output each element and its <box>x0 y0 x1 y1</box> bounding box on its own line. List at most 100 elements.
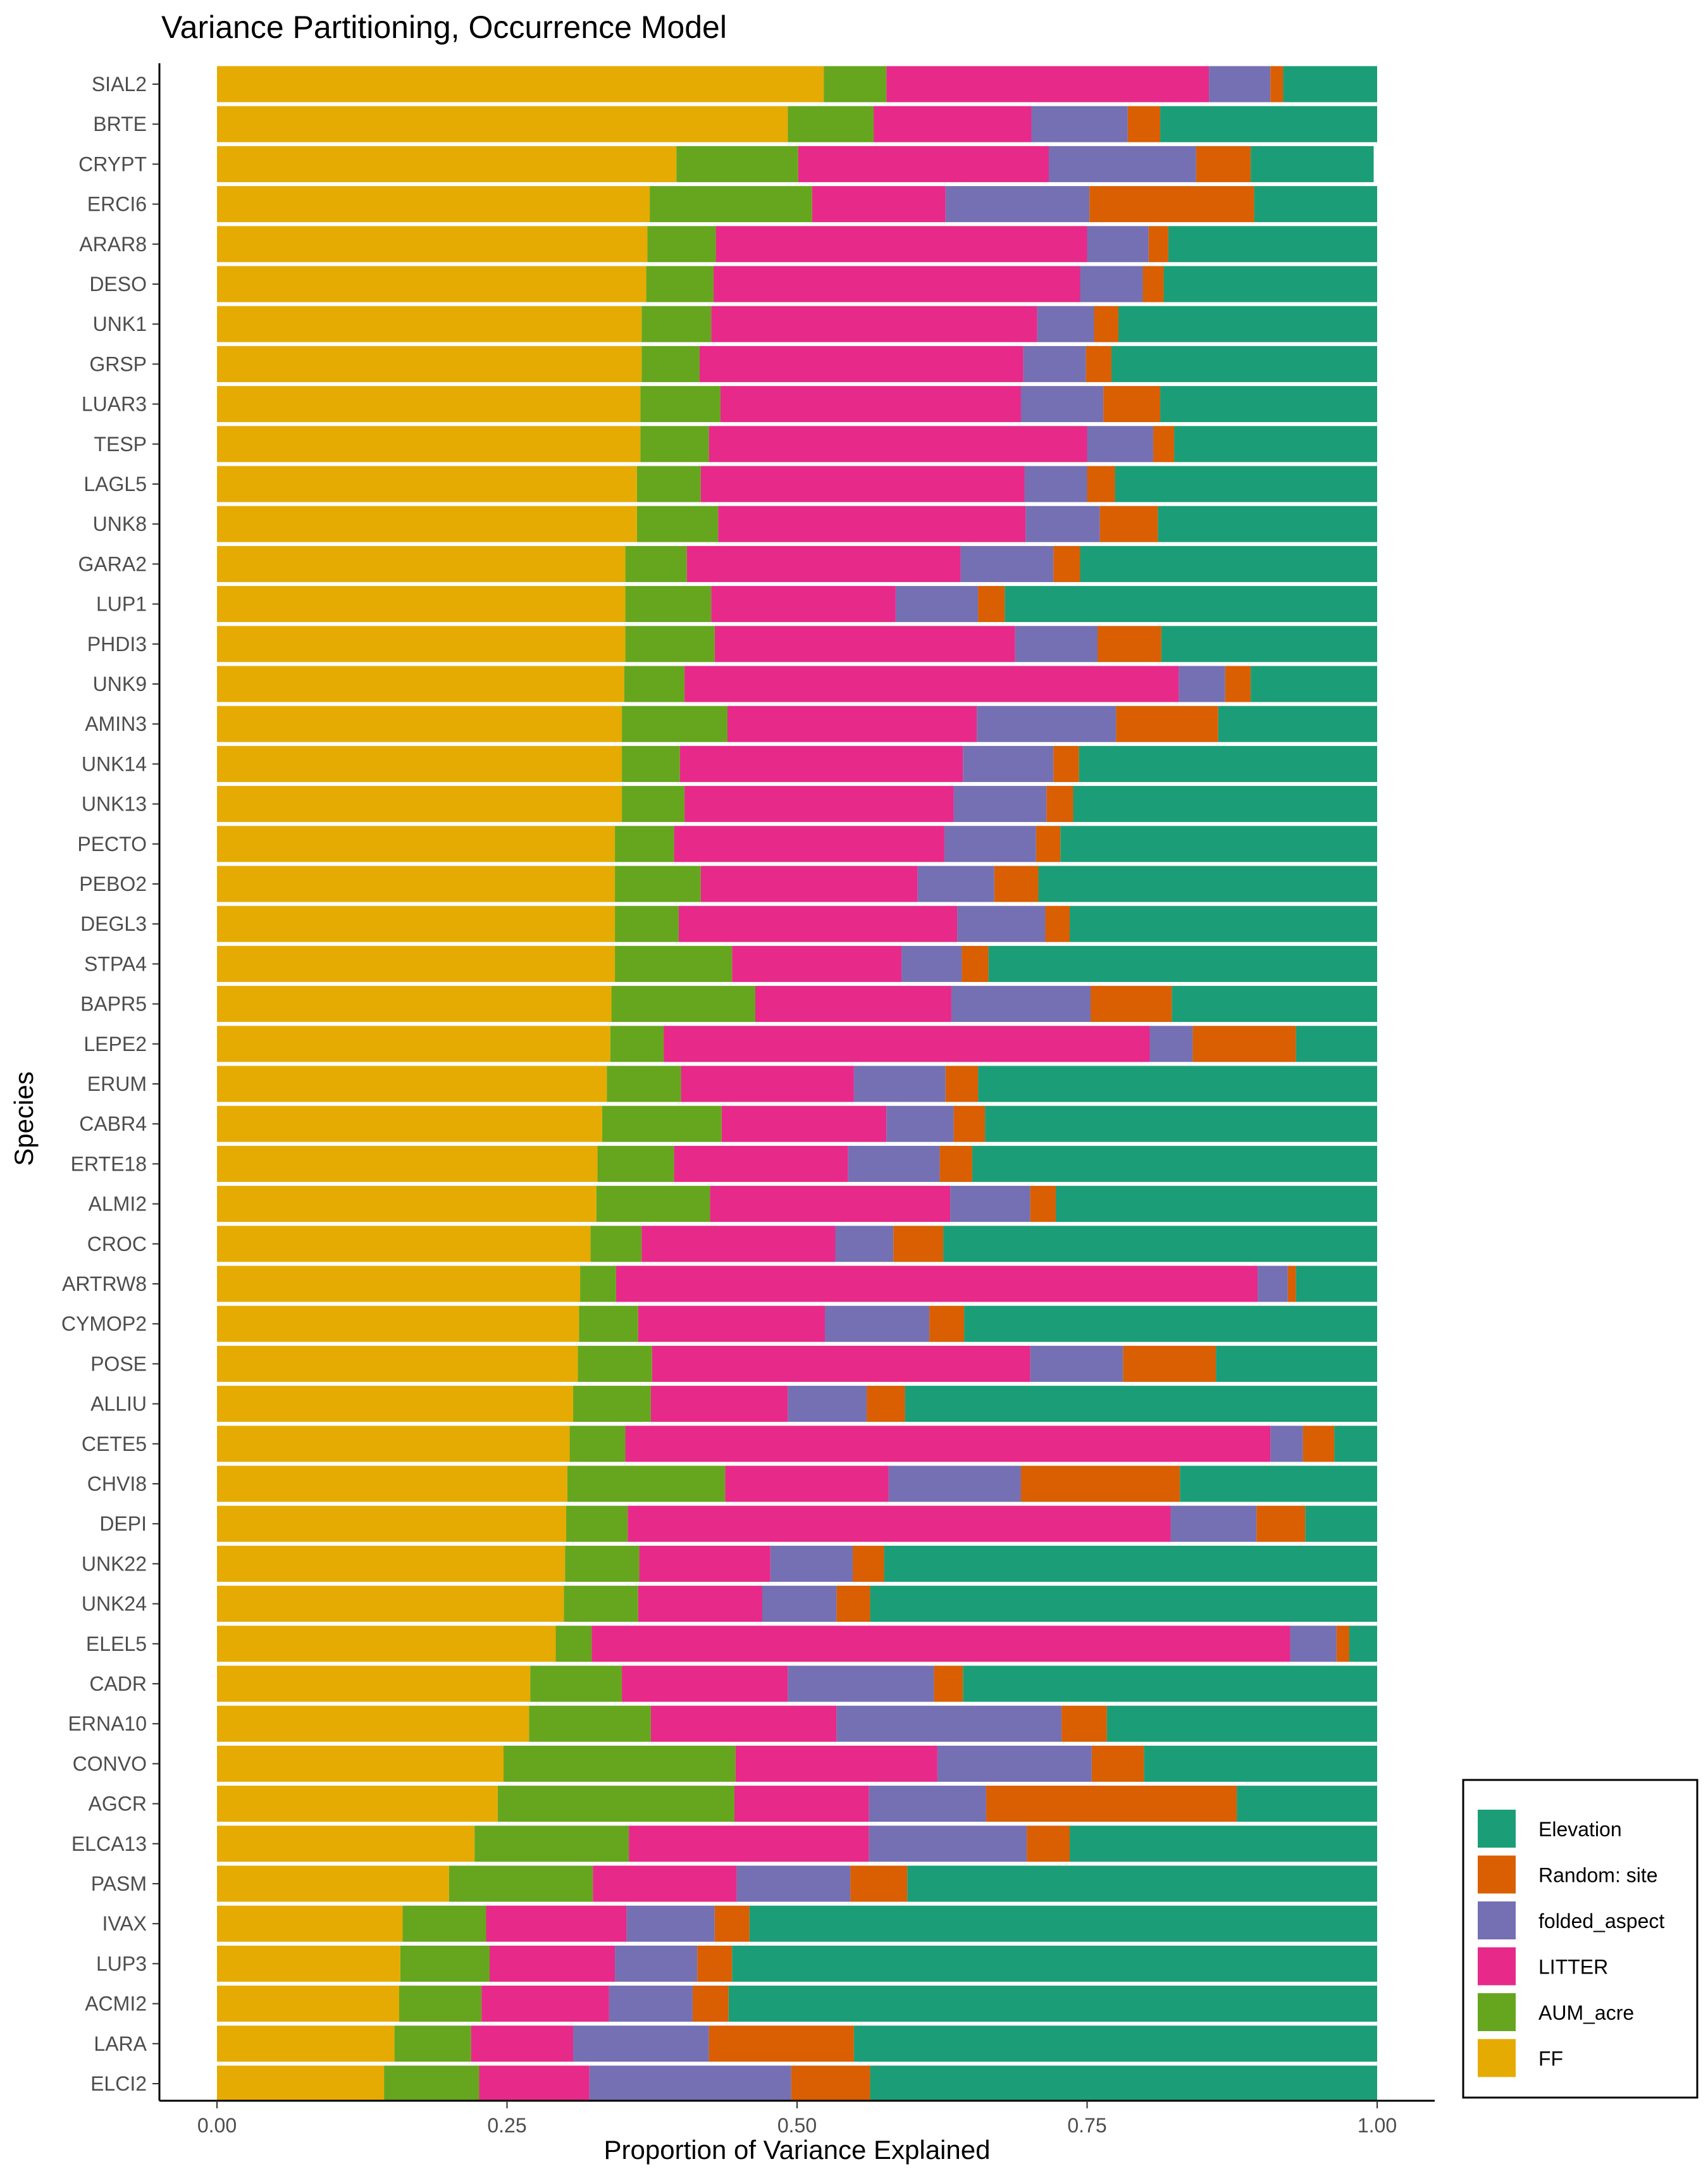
y-tick-label: ARTRW8 <box>62 1272 147 1295</box>
bar-segment-folded-aspect <box>770 1545 853 1582</box>
y-tick-label: LUP3 <box>96 1952 147 1975</box>
bar-segment-folded-aspect <box>957 905 1046 942</box>
y-tick-label: UNK9 <box>93 673 147 695</box>
bar-segment-elevation <box>963 1665 1377 1702</box>
bar-row-erna10 <box>217 1705 1377 1742</box>
bar-segment-ff <box>217 186 650 223</box>
bar-segment-litter <box>593 1865 737 1902</box>
bar-row-elci2 <box>217 2065 1377 2102</box>
bar-segment-litter <box>812 186 946 223</box>
bar-row-acmi2 <box>217 1986 1377 2022</box>
bar-segment-elevation <box>1296 1026 1377 1062</box>
bar-segment-ff <box>217 1305 579 1342</box>
bar-row-depi <box>217 1505 1377 1542</box>
bar-segment-aum-acre <box>640 386 721 423</box>
bar-segment-elevation <box>1118 306 1377 342</box>
bar-segment-ff <box>217 1986 399 2022</box>
bar-segment-aum-acre <box>625 586 712 623</box>
bar-segment-random-site <box>1196 146 1251 182</box>
y-tick-label: LARA <box>94 2032 147 2055</box>
bar-segment-elevation <box>1079 745 1377 782</box>
bar-segment-folded-aspect <box>615 1945 698 1982</box>
bar-segment-litter <box>715 226 1087 263</box>
bar-segment-random-site <box>1089 186 1254 223</box>
y-tick-label: CONVO <box>73 1752 147 1775</box>
bar-segment-litter <box>479 2065 590 2102</box>
bar-segment-ff <box>217 146 677 182</box>
bar-segment-folded-aspect <box>1080 266 1143 302</box>
bar-row-chvi8 <box>217 1465 1377 1502</box>
bar-segment-elevation <box>1296 1266 1377 1302</box>
bar-segment-folded-aspect <box>1030 1345 1123 1382</box>
bar-segment-folded-aspect <box>626 1905 715 1942</box>
bar-row-bapr5 <box>217 986 1377 1023</box>
y-tick-label: PEBO2 <box>79 873 147 895</box>
bar-segment-folded-aspect <box>853 1066 946 1102</box>
bar-segment-elevation <box>1160 106 1377 142</box>
bar-row-cymop2 <box>217 1305 1377 1342</box>
bar-segment-aum-acre <box>650 186 812 223</box>
bar-row-elca13 <box>217 1825 1377 1862</box>
y-tick-label: ERCI6 <box>87 193 147 216</box>
bar-segment-random-site <box>853 1545 884 1582</box>
bar-segment-elevation <box>1174 426 1377 463</box>
bar-segment-folded-aspect <box>869 1786 986 1822</box>
bar-segment-ff <box>217 466 637 502</box>
bar-segment-elevation <box>978 1066 1377 1102</box>
bar-segment-folded-aspect <box>1024 466 1087 502</box>
bar-segment-litter <box>616 1266 1258 1302</box>
y-tick-label: ELEL5 <box>86 1633 147 1655</box>
bar-segment-ff <box>217 2025 395 2062</box>
y-tick-label: LEPE2 <box>84 1033 147 1055</box>
bar-segment-random-site <box>1127 106 1161 142</box>
y-tick-label: ACMI2 <box>85 1993 147 2015</box>
bar-segment-elevation <box>985 1105 1377 1142</box>
bar-row-unk13 <box>217 786 1377 823</box>
bar-segment-litter <box>709 426 1087 463</box>
bar-segment-litter <box>714 626 1015 662</box>
bar-segment-elevation <box>1111 345 1377 382</box>
bar-segment-random-site <box>1087 466 1115 502</box>
bar-row-lagl5 <box>217 466 1377 502</box>
bar-segment-aum-acre <box>624 666 685 702</box>
x-tick-label: 0.75 <box>1067 2114 1106 2137</box>
bar-segment-litter <box>622 1665 788 1702</box>
bar-row-convo <box>217 1745 1377 1782</box>
bar-segment-folded-aspect <box>762 1586 837 1622</box>
bar-segment-random-site <box>1053 745 1079 782</box>
y-tick-label: AGCR <box>89 1793 147 1815</box>
bar-segment-folded-aspect <box>1209 66 1271 103</box>
bar-segment-random-site <box>929 1305 965 1342</box>
bar-segment-aum-acre <box>399 1986 482 2022</box>
y-tick-label: CROC <box>87 1233 147 1255</box>
bar-segment-litter <box>591 1626 1290 1662</box>
bar-segment-random-site <box>939 1145 972 1182</box>
bar-segment-litter <box>734 1786 869 1822</box>
bar-segment-random-site <box>1053 545 1080 582</box>
legend-swatch-random-site <box>1478 1855 1516 1894</box>
bar-segment-ff <box>217 226 648 263</box>
bar-segment-aum-acre <box>579 1305 638 1342</box>
bar-segment-aum-acre <box>611 986 755 1023</box>
y-axis-ticks: SIAL2 BRTE CRYPT ERCI6 ARAR8 DESO UNK1 GRSP LUAR… <box>61 73 159 2095</box>
y-tick-label: ALLIU <box>90 1393 147 1415</box>
y-tick-label: ALMI2 <box>89 1193 147 1216</box>
bar-segment-folded-aspect <box>788 1386 867 1422</box>
chart-title: Variance Partitioning, Occurrence Model <box>161 9 727 45</box>
legend: Elevation Random: site folded_aspect LITTER… <box>1462 1779 1699 2099</box>
bar-segment-aum-acre <box>646 266 714 302</box>
bar-segment-aum-acre <box>565 1545 640 1582</box>
bar-segment-random-site <box>1098 626 1161 662</box>
bar-row-ivax <box>217 1905 1377 1942</box>
bar-segment-aum-acre <box>503 1745 736 1782</box>
bar-segment-litter <box>652 1345 1030 1382</box>
bar-segment-litter <box>638 1586 762 1622</box>
bar-segment-aum-acre <box>530 1665 622 1702</box>
bar-segment-elevation <box>1115 466 1377 502</box>
y-tick-label: UNK1 <box>93 313 147 335</box>
bar-segment-elevation <box>853 2025 1377 2062</box>
bar-segment-aum-acre <box>622 745 680 782</box>
bar-segment-random-site <box>1256 1505 1306 1542</box>
bar-segment-aum-acre <box>622 786 685 823</box>
